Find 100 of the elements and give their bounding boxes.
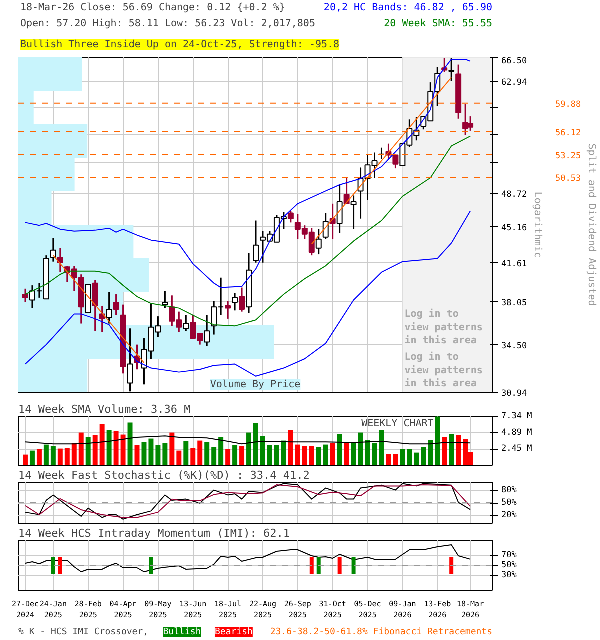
bar — [309, 446, 314, 466]
y-tick-label: 50% — [502, 498, 517, 508]
y-tick-label: 50% — [502, 560, 517, 570]
bar — [142, 442, 147, 466]
bar — [134, 445, 140, 466]
bar — [246, 432, 252, 466]
bar — [218, 437, 224, 466]
bar — [36, 449, 42, 466]
bar — [78, 432, 84, 466]
bar — [212, 447, 217, 466]
bar — [379, 430, 384, 466]
bar — [323, 444, 328, 466]
y-tick-label: 70% — [502, 550, 517, 560]
candlestick — [57, 248, 64, 274]
y-tick-label: 30.94 — [502, 389, 528, 399]
candlestick — [448, 58, 455, 82]
y-tick-label: 30% — [502, 570, 517, 580]
candlestick — [350, 194, 357, 230]
bar — [156, 445, 161, 466]
bar — [176, 450, 182, 466]
line-series — [24, 436, 472, 445]
bar — [232, 445, 238, 466]
bar — [421, 447, 426, 466]
y-tick-label: 80% — [502, 486, 517, 496]
bar — [190, 448, 196, 466]
ref-line-label: 56.12 — [556, 128, 582, 138]
ref-line-label: 53.25 — [556, 151, 582, 162]
bar — [442, 437, 448, 466]
bar — [435, 416, 440, 466]
bar — [344, 442, 350, 466]
bar — [337, 434, 342, 466]
y-tick-label: 20% — [502, 510, 517, 520]
chart-title: 14 Week HCS Intraday Momentum (IMI): 62.1 — [18, 527, 290, 540]
bar — [302, 446, 308, 466]
y-tick-label: 66.50 — [502, 56, 528, 66]
bar — [288, 430, 294, 466]
band-label: Log in to view patterns in this area — [404, 351, 483, 390]
bar — [351, 443, 356, 466]
bar — [365, 440, 370, 466]
annotation: Log in to view patterns in this area — [404, 308, 483, 346]
text: 20,2 HC Bands: 46.82 , 65.90 — [324, 2, 493, 14]
bar — [226, 449, 231, 466]
bar — [393, 454, 398, 466]
bar — [198, 440, 203, 466]
bar — [184, 441, 189, 466]
y-tick-label: 38.05 — [502, 298, 528, 308]
candlestick — [336, 183, 343, 234]
text: % K - HCS IMI Crossover, — [18, 628, 149, 638]
y-tick-label: 7.34 M — [502, 412, 532, 422]
text: Bullish — [163, 628, 202, 638]
bar — [128, 422, 133, 466]
bar — [400, 449, 406, 466]
text: Bearish — [214, 628, 253, 638]
text: 20 Week SMA: 55.55 — [384, 18, 493, 30]
candlestick — [392, 154, 399, 170]
bar — [100, 424, 105, 466]
bar — [204, 442, 210, 466]
bar — [372, 443, 378, 466]
bar — [58, 448, 63, 466]
candlestick — [253, 220, 259, 264]
text: Bullish Three Inside Up on 24-Oct-25, Strength: -95.8 — [20, 40, 340, 50]
chart-subtitle: Open: 57.20 High: 58.11 Low: 56.23 Vol: 2,017,805 — [20, 18, 316, 30]
bar — [92, 435, 98, 466]
ref-line-label: 50.53 — [556, 174, 582, 184]
bar — [274, 445, 280, 466]
annotation: WEEKLY CHART — [362, 418, 434, 430]
bar — [456, 435, 462, 466]
bar — [44, 444, 49, 466]
bar — [414, 452, 420, 466]
y-axis-title: Split and Dividend Adjusted — [586, 144, 598, 306]
candlestick — [92, 279, 98, 332]
y-tick-label: 45.16 — [502, 223, 528, 234]
candlestick — [113, 294, 120, 316]
line-series — [24, 544, 472, 572]
candlestick — [106, 292, 112, 325]
candlestick — [22, 288, 28, 304]
bar — [260, 436, 266, 466]
text: Logarithmic — [532, 192, 544, 258]
candlestick — [322, 212, 329, 240]
candlestick — [288, 210, 294, 224]
bar — [240, 446, 245, 466]
candlestick — [99, 305, 106, 334]
bar — [295, 444, 300, 466]
bar — [386, 454, 392, 466]
candlestick — [232, 292, 238, 312]
bar — [50, 446, 56, 466]
bar — [330, 443, 336, 466]
y-tick-label: 4.89 M — [502, 428, 532, 438]
bar — [428, 440, 434, 466]
bar — [120, 434, 126, 466]
bar — [106, 430, 112, 466]
y-tick-label: 2.45 M — [502, 444, 532, 454]
bar — [86, 437, 91, 466]
candlestick — [378, 147, 385, 160]
bar — [162, 443, 168, 466]
bar — [358, 432, 364, 466]
y-tick-label: 41.61 — [502, 259, 528, 270]
candlestick — [239, 287, 246, 313]
candlestick — [162, 290, 168, 310]
candlestick — [183, 314, 190, 332]
